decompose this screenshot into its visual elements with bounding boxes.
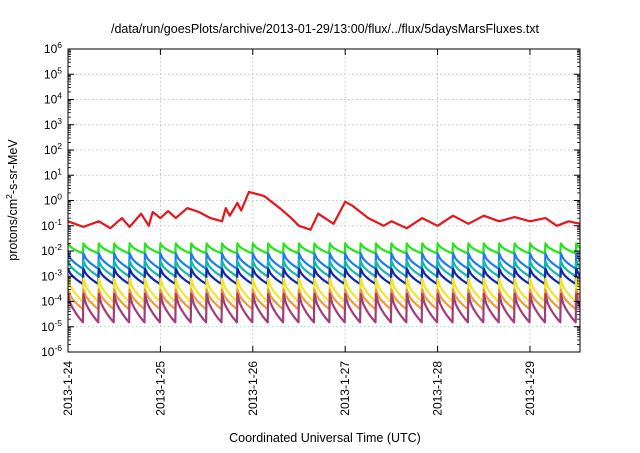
x-tick-label: 2013-1-24 (61, 361, 75, 416)
x-axis: 2013-1-24 2013-1-25 2013-1-26 2013-1-27 2013… (61, 49, 537, 416)
series-line-3 (68, 267, 580, 285)
y-tick-label: 10-6 (41, 343, 62, 359)
y-tick-label: 10-5 (41, 318, 62, 334)
y-tick-label: 10-2 (41, 242, 62, 258)
x-tick-label: 2013-1-26 (246, 361, 260, 416)
y-axis: 10-6 10-5 10-4 10-3 10-2 10-1 100 101 102 103 104 1… (41, 40, 580, 359)
y-tick-label: 106 (44, 40, 62, 56)
y-tick-label: 100 (44, 192, 62, 208)
x-axis-label: Coordinated Universal Time (UTC) (229, 431, 421, 445)
chart-title: /data/run/goesPlots/archive/2013-01-29/1… (111, 22, 540, 36)
series-line-6 (68, 292, 580, 324)
y-axis-label-suffix: -s-sr-MeV (6, 139, 20, 195)
series-layer (68, 190, 580, 324)
y-axis-label-superscript: 2 (4, 194, 14, 199)
x-tick-label: 2013-1-29 (523, 361, 537, 416)
series-line-7 (68, 190, 580, 231)
y-tick-label: 104 (44, 91, 62, 107)
y-tick-label: 10-4 (41, 293, 62, 309)
y-tick-label: 102 (44, 141, 62, 157)
y-axis-label-prefix: protons/cm (6, 199, 20, 261)
series-line-0 (68, 242, 580, 255)
y-tick-label: 103 (44, 116, 62, 132)
y-axis-label: protons/cm2-s-sr-MeV (4, 139, 20, 261)
y-tick-label: 101 (44, 166, 62, 182)
y-tick-label: 105 (44, 65, 62, 81)
x-tick-label: 2013-1-25 (153, 361, 167, 416)
y-tick-label: 10-1 (41, 217, 62, 233)
y-tick-label: 10-3 (41, 267, 62, 283)
x-tick-label: 2013-1-28 (431, 361, 445, 416)
x-tick-label: 2013-1-27 (338, 361, 352, 416)
